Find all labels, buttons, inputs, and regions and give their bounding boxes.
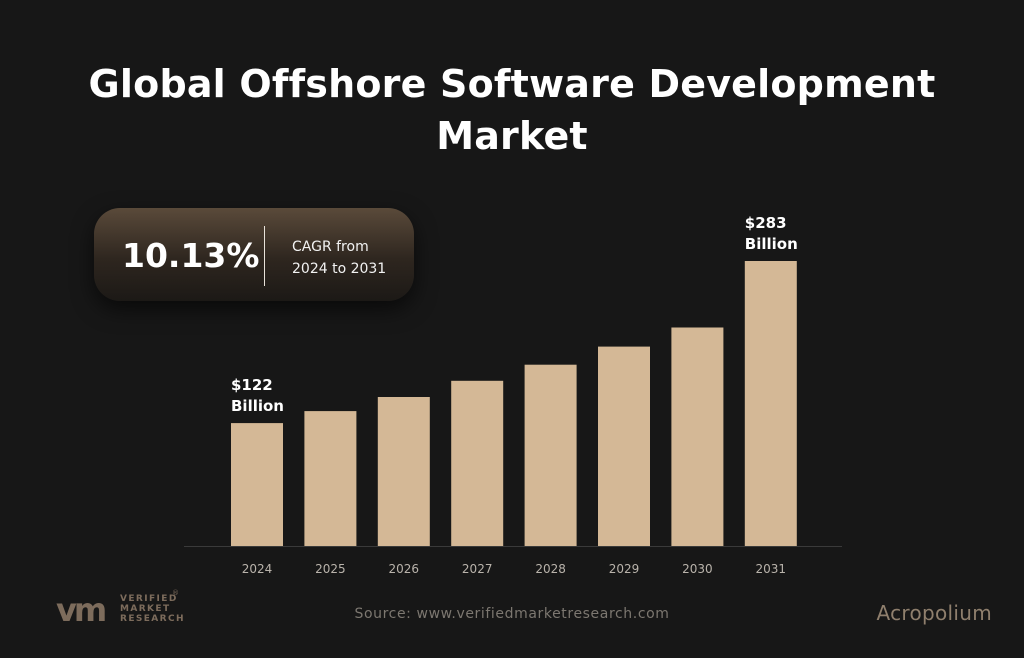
data-label-line: $283 <box>745 214 787 232</box>
data-label-2031: $283 Billion <box>745 214 798 253</box>
vmr-word-1: VERIFIED <box>120 594 178 604</box>
bar-2026 <box>377 397 430 546</box>
vmr-word-2: MARKET <box>120 604 171 614</box>
cagr-caption-line-1: CAGR from <box>292 239 369 255</box>
vmr-logo-mark: vm <box>56 591 107 629</box>
title-line-2: Market <box>436 114 588 158</box>
cagr-value: 10.13% <box>122 236 260 275</box>
bar-2030 <box>671 327 724 546</box>
bar-2027 <box>451 380 504 546</box>
title-line-1: Global Offshore Software Development <box>88 62 936 106</box>
bar-2024 <box>231 423 283 546</box>
bar-2028 <box>524 364 577 546</box>
x-tick-label-2029: 2029 <box>609 562 640 576</box>
x-tick-label-2031: 2031 <box>756 562 787 576</box>
cagr-caption: CAGR from 2024 to 2031 <box>292 236 386 280</box>
data-label-line: Billion <box>745 235 798 253</box>
x-tick-label-2026: 2026 <box>389 562 420 576</box>
bar-chart: 2024 2025 2026 2027 2028 2029 2030 2031 $122 Bill… <box>184 214 842 576</box>
x-tick-label-2028: 2028 <box>535 562 566 576</box>
vmr-registered-mark: ® <box>172 589 179 597</box>
x-tick-label-2027: 2027 <box>462 562 493 576</box>
data-label-line: Billion <box>231 397 284 415</box>
vmr-logo-words: VERIFIED MARKET RESEARCH <box>120 594 185 624</box>
cagr-caption-line-2: 2024 to 2031 <box>292 261 387 277</box>
x-tick-label-2025: 2025 <box>315 562 346 576</box>
acropolium-logo: Acropolium <box>876 601 992 625</box>
x-tick-label-2024: 2024 <box>242 562 273 576</box>
bar-2029 <box>598 346 650 546</box>
data-label-line: $122 <box>231 376 273 394</box>
x-tick-label-2030: 2030 <box>682 562 713 576</box>
bar-2025 <box>304 411 357 546</box>
bar-2031 <box>744 261 797 546</box>
vmr-word-3: RESEARCH <box>120 614 185 624</box>
cagr-divider <box>264 226 265 286</box>
cagr-card: 10.13% CAGR from 2024 to 2031 <box>94 208 414 301</box>
source-note: Source: www.verifiedmarketresearch.com <box>354 606 670 622</box>
chart-title: Global Offshore Software Development Mar… <box>0 58 1024 162</box>
data-label-2024: $122 Billion <box>231 376 284 415</box>
